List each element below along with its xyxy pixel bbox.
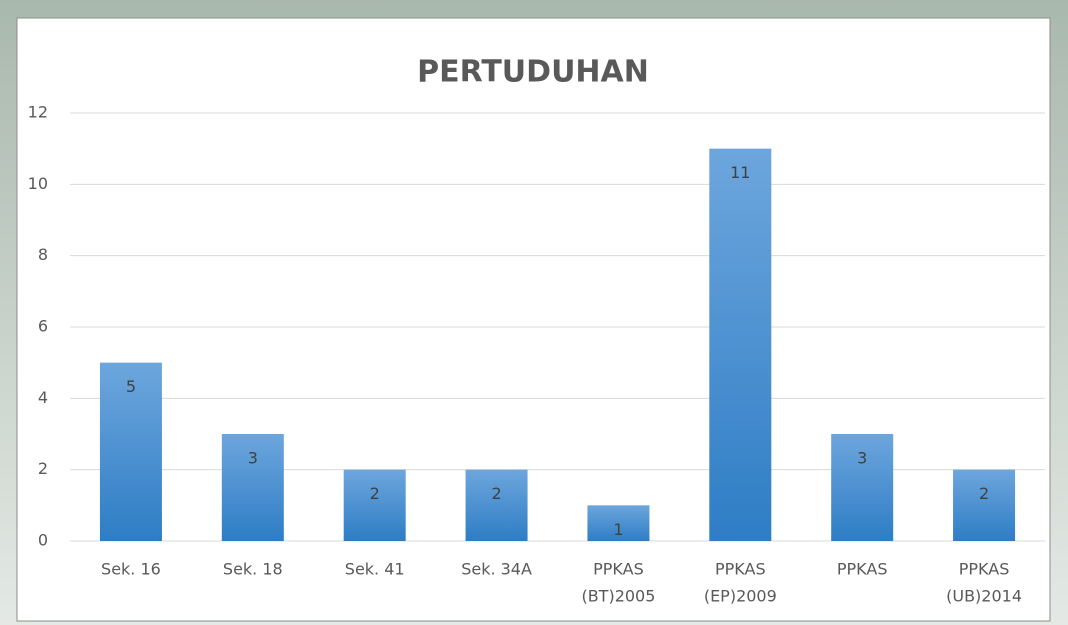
data-label: 3 (857, 449, 867, 468)
bar (343, 469, 406, 541)
x-tick-label: PPKAS (959, 560, 1010, 579)
data-label: 3 (248, 449, 258, 468)
x-tick-label: Sek. 18 (223, 560, 283, 579)
data-label: 5 (126, 377, 136, 396)
chart-frame (16, 17, 1051, 622)
y-tick-label: 8 (38, 245, 48, 264)
data-label: 11 (730, 163, 750, 182)
bar (831, 434, 894, 541)
bar (709, 148, 772, 541)
bar (221, 434, 284, 541)
data-label: 2 (979, 484, 989, 503)
bar (587, 505, 650, 541)
data-label: 2 (491, 484, 501, 503)
bar (99, 362, 162, 541)
x-tick-label: PPKAS (715, 560, 766, 579)
bar (953, 469, 1016, 541)
x-tick-label: (EP)2009 (704, 587, 777, 606)
data-label: 1 (613, 520, 623, 539)
y-tick-label: 6 (38, 317, 48, 336)
x-tick-label: PPKAS (837, 560, 888, 579)
y-tick-label: 12 (28, 103, 48, 122)
x-tick-label: Sek. 16 (101, 560, 161, 579)
x-tick-label: Sek. 34A (461, 560, 532, 579)
x-tick-label: Sek. 41 (345, 560, 405, 579)
y-tick-label: 2 (38, 459, 48, 478)
x-tick-label: (BT)2005 (581, 587, 655, 606)
x-tick-label: (UB)2014 (946, 587, 1022, 606)
bar (465, 469, 528, 541)
chart-title: PERTUDUHAN (417, 55, 649, 90)
x-tick-label: PPKAS (593, 560, 644, 579)
y-tick-label: 0 (38, 531, 48, 550)
data-label: 2 (370, 484, 380, 503)
y-tick-label: 4 (38, 388, 48, 407)
y-tick-label: 10 (28, 174, 48, 193)
